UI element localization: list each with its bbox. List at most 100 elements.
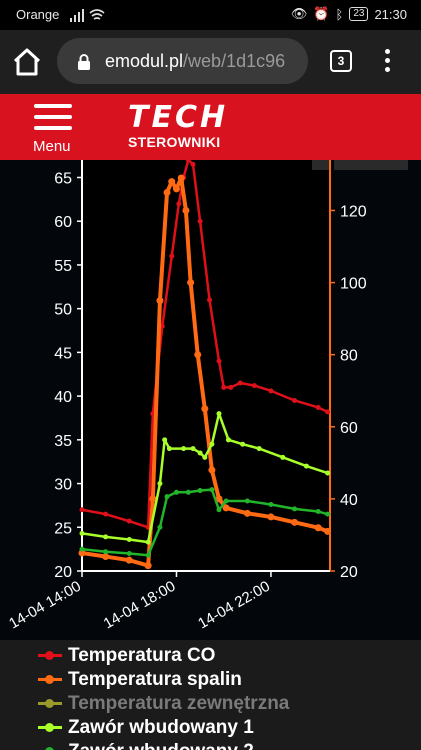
data-point-1	[102, 553, 110, 561]
header-stub	[334, 160, 408, 170]
kebab-menu-icon[interactable]	[382, 49, 392, 75]
chart-svg: 20 25 30 35 40 45 50 55 60 65 20 40 60 80 100 120 14-04 …	[6, 160, 408, 633]
address-bar[interactable]: emodul.pl/web/1d1c96	[57, 38, 308, 84]
data-point-1	[267, 513, 275, 521]
data-point-0	[185, 160, 191, 163]
legend-item-zawor-2[interactable]: Zawór wbudowany 2	[38, 740, 254, 750]
legend-item-zawor-1[interactable]: Zawór wbudowany 1	[38, 716, 254, 740]
menu-label[interactable]: Menu	[33, 138, 71, 155]
lock-icon	[78, 54, 90, 70]
data-point-1	[187, 279, 195, 287]
data-point-1	[215, 495, 223, 503]
data-point-3	[325, 470, 331, 476]
data-point-4	[216, 507, 222, 513]
data-point-1	[182, 206, 190, 214]
legend-item-spalin[interactable]: Temperatura spalin	[38, 668, 242, 692]
left-axis-tick-label: 60	[54, 214, 72, 231]
data-point-4	[103, 549, 109, 555]
data-point-0	[315, 404, 321, 410]
hamburger-icon[interactable]	[34, 104, 72, 130]
left-axis-tick-label: 40	[54, 389, 72, 406]
data-point-3	[240, 441, 246, 447]
data-point-0	[216, 358, 222, 364]
brand-logo: TECH STEROWNIKI	[128, 100, 238, 151]
data-point-1	[243, 509, 251, 517]
data-point-0	[237, 380, 243, 386]
legend-label: Temperatura CO	[68, 645, 216, 666]
data-point-4	[315, 509, 321, 515]
x-axis-tick-label: 14-04 22:00	[195, 578, 273, 633]
legend-swatch	[38, 740, 62, 750]
plot-area	[82, 160, 330, 571]
legend-label: Temperatura spalin	[68, 669, 242, 690]
data-point-1	[78, 549, 86, 557]
data-point-3	[256, 446, 262, 452]
home-icon[interactable]	[12, 48, 42, 76]
battery-indicator: 23	[349, 7, 369, 21]
data-point-0	[176, 201, 182, 207]
alarm-icon: ⏰	[313, 6, 330, 21]
data-point-3	[181, 446, 187, 452]
left-axis-tick-label: 20	[54, 564, 72, 581]
data-point-0	[197, 218, 203, 224]
x-axis-tick-label: 14-04 14:00	[6, 578, 84, 633]
data-point-0	[190, 161, 196, 167]
tabs-button[interactable]: 3	[330, 50, 352, 72]
left-axis-tick-label: 45	[54, 345, 72, 362]
header-stub	[312, 160, 330, 170]
url-path: /web/1d1c96	[183, 51, 286, 71]
app-header: Menu TECH STEROWNIKI	[0, 94, 421, 160]
data-point-3	[103, 534, 109, 540]
data-point-1	[156, 297, 164, 305]
data-point-4	[223, 498, 229, 504]
data-point-0	[292, 397, 298, 403]
data-point-0	[325, 409, 331, 415]
data-point-0	[251, 383, 257, 389]
url-text: emodul.pl/web/1d1c96	[105, 51, 285, 72]
data-point-3	[225, 437, 231, 443]
left-axis-tick-label: 55	[54, 258, 72, 275]
data-point-4	[173, 489, 179, 495]
data-point-4	[126, 551, 132, 557]
data-point-4	[185, 489, 191, 495]
data-point-3	[202, 454, 208, 460]
status-right: 👁 ⏰ ᛒ 23 21:30	[291, 6, 407, 22]
left-axis-tick-label: 30	[54, 477, 72, 494]
chart-legend: Temperatura CO Temperatura spalin Temper…	[0, 640, 421, 750]
right-axis-tick-label: 40	[340, 492, 358, 509]
signal-wifi-icon	[70, 9, 105, 22]
data-point-0	[169, 253, 175, 259]
data-point-0	[103, 511, 109, 517]
data-point-3	[145, 539, 151, 545]
legend-item-co[interactable]: Temperatura CO	[38, 644, 215, 668]
carrier-name: Orange	[16, 7, 60, 22]
data-point-0	[207, 297, 213, 303]
data-point-1	[172, 185, 180, 193]
data-point-1	[144, 562, 152, 570]
legend-label: Temperatura zewnętrzna	[68, 693, 290, 714]
right-axis-tick-label: 60	[340, 420, 358, 437]
temperature-chart: 20 25 30 35 40 45 50 55 60 65 20 40 60 80 100 120 14-04 …	[0, 160, 421, 640]
data-point-1	[163, 188, 171, 196]
data-point-1	[291, 518, 299, 526]
legend-swatch	[38, 716, 62, 740]
data-point-3	[216, 411, 222, 417]
series-line-0	[81, 160, 329, 529]
data-point-3	[79, 530, 85, 536]
status-bar: Orange 👁 ⏰ ᛒ 23 21:30	[0, 0, 421, 30]
eye-icon: 👁	[290, 6, 308, 21]
left-axis-tick-label: 25	[54, 520, 72, 537]
data-point-1	[222, 504, 230, 512]
data-point-3	[162, 437, 168, 443]
legend-label: Zawór wbudowany 2	[68, 741, 254, 750]
logo-main: TECH	[128, 100, 229, 135]
right-axis-tick-label: 20	[340, 564, 358, 581]
data-point-3	[157, 481, 163, 487]
data-point-3	[209, 441, 215, 447]
data-point-4	[325, 511, 331, 517]
data-point-3	[126, 537, 132, 543]
data-point-4	[209, 487, 215, 493]
data-point-4	[197, 488, 203, 494]
legend-item-zewnetrzna[interactable]: Temperatura zewnętrzna	[38, 692, 289, 716]
clock: 21:30	[374, 6, 407, 22]
